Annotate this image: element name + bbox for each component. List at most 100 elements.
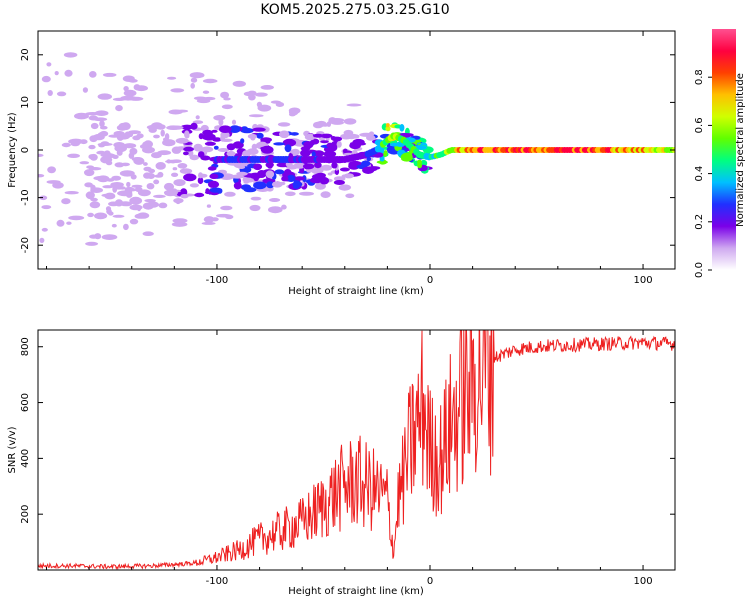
spectrogram-blob [119, 170, 135, 177]
spectrogram-blob [254, 92, 268, 97]
spectrogram-blob [115, 105, 123, 112]
spectrogram-blob [87, 212, 94, 218]
spectrogram-blob [79, 161, 90, 165]
spectrogram-blob [193, 143, 203, 152]
spectrogram-blob [128, 78, 138, 83]
spectrogram-blob [126, 181, 131, 188]
spectrogram-blob [131, 157, 144, 162]
spectrogram-blob [361, 160, 371, 167]
spectrogram-blob [333, 180, 345, 185]
spectrogram-blob [67, 153, 80, 158]
snr-x-tick-label: -100 [206, 576, 229, 587]
spectrogram-blob [265, 140, 271, 144]
spectrogram-blob [202, 90, 210, 94]
spectrogram-blob [129, 147, 138, 155]
spectrogram-blob [266, 181, 275, 189]
spectrogram-x-axis-label: Height of straight line (km) [288, 286, 424, 297]
spectrogram-blob [237, 165, 246, 169]
spectrogram-blob [281, 176, 289, 182]
spectrogram-blob [339, 167, 350, 172]
spectrogram-blob [68, 215, 85, 221]
spectrogram-blob [343, 173, 354, 179]
spectrogram-blob [198, 172, 203, 179]
spectrogram-blob [226, 150, 236, 157]
spectrogram-blob [270, 100, 281, 104]
spectrogram-blob [220, 91, 230, 99]
spectrogram-blob [190, 122, 198, 130]
spectrogram-blob [300, 149, 311, 157]
spectrogram-blob [256, 132, 264, 139]
spectrogram-blob [47, 166, 56, 174]
spectrogram-blob [284, 144, 292, 153]
spectrogram-blob [54, 71, 59, 76]
spectrogram-blob [142, 141, 150, 147]
spectrogram-blob [120, 122, 131, 131]
spectrogram-blob [225, 214, 234, 220]
spectrogram-blob [194, 192, 205, 198]
spectrogram-blob [101, 234, 118, 241]
spectrogram-blob [279, 130, 290, 139]
spectrogram-blob [143, 162, 148, 166]
spectrogram-blob [143, 172, 152, 179]
spectrogram-blob [120, 162, 130, 167]
spectrogram-blob [345, 193, 355, 199]
spectrogram-blob [265, 170, 275, 179]
spectrogram-blob [366, 134, 376, 141]
spectrogram-blob [213, 145, 219, 150]
spectrogram-blob [113, 186, 125, 190]
spectrogram-blob [79, 139, 88, 145]
spectrogram-blob [190, 77, 198, 83]
spectrogram-blob [201, 221, 216, 225]
spectrogram-blob [153, 194, 166, 198]
spectrogram-y-tick-label: 0 [20, 147, 31, 153]
spectrogram-blob [204, 141, 216, 146]
spectrogram-blob [106, 178, 115, 182]
spectrogram-blob [236, 171, 248, 176]
snr-frame [37, 329, 676, 571]
spectrogram-blob [312, 133, 324, 138]
spectrogram-blob [336, 141, 342, 148]
spectrogram-blob [143, 166, 152, 172]
spectrogram-blob [100, 141, 110, 145]
spectrogram-blob [311, 151, 316, 158]
spectrogram-blob [320, 140, 329, 144]
snr-y-tick-label: 600 [20, 393, 31, 412]
spectrogram-blob [41, 205, 52, 210]
spectrogram-blob [180, 194, 189, 199]
spectrogram-blob [129, 218, 139, 225]
spectrogram-blob [319, 177, 330, 185]
spectrogram-blob [323, 150, 337, 158]
snr-plot-area [38, 330, 675, 570]
colorbar-tick-label: 0.8 [694, 69, 705, 85]
snr-y-tick-label: 200 [20, 505, 31, 524]
spectrogram-blob [88, 144, 96, 150]
spectrogram-blob [399, 124, 405, 132]
spectrogram-blob [274, 169, 285, 175]
spectrogram-blob [39, 237, 45, 243]
spectrogram-blob [171, 146, 182, 154]
spectrogram-blob [331, 136, 343, 142]
spectrogram-blob [314, 162, 322, 169]
spectrogram-blob [249, 204, 261, 212]
spectrogram-data [38, 52, 675, 246]
spectrogram-blob [63, 52, 78, 58]
spectrogram-blob [172, 218, 188, 224]
spectrogram-blob [41, 75, 51, 83]
spectrogram-blob [329, 118, 345, 123]
spectrogram-blob [128, 130, 141, 135]
spectrogram-blob [217, 148, 230, 152]
spectrogram-blob [253, 181, 267, 190]
spectrogram-blob [112, 214, 125, 218]
spectrogram-blob [38, 153, 44, 157]
spectrogram-blob [320, 133, 333, 139]
spectrogram-blob [252, 127, 266, 132]
spectrogram-blob [123, 143, 137, 149]
spectrogram-blob [89, 234, 99, 239]
spectrogram-blob [302, 163, 315, 170]
spectrogram-blob [169, 125, 184, 130]
spectrogram-blob [379, 156, 385, 162]
spectrogram-blob [74, 112, 89, 120]
spectrogram-y-tick-label: 20 [20, 48, 31, 61]
spectrogram-blob [207, 180, 220, 188]
